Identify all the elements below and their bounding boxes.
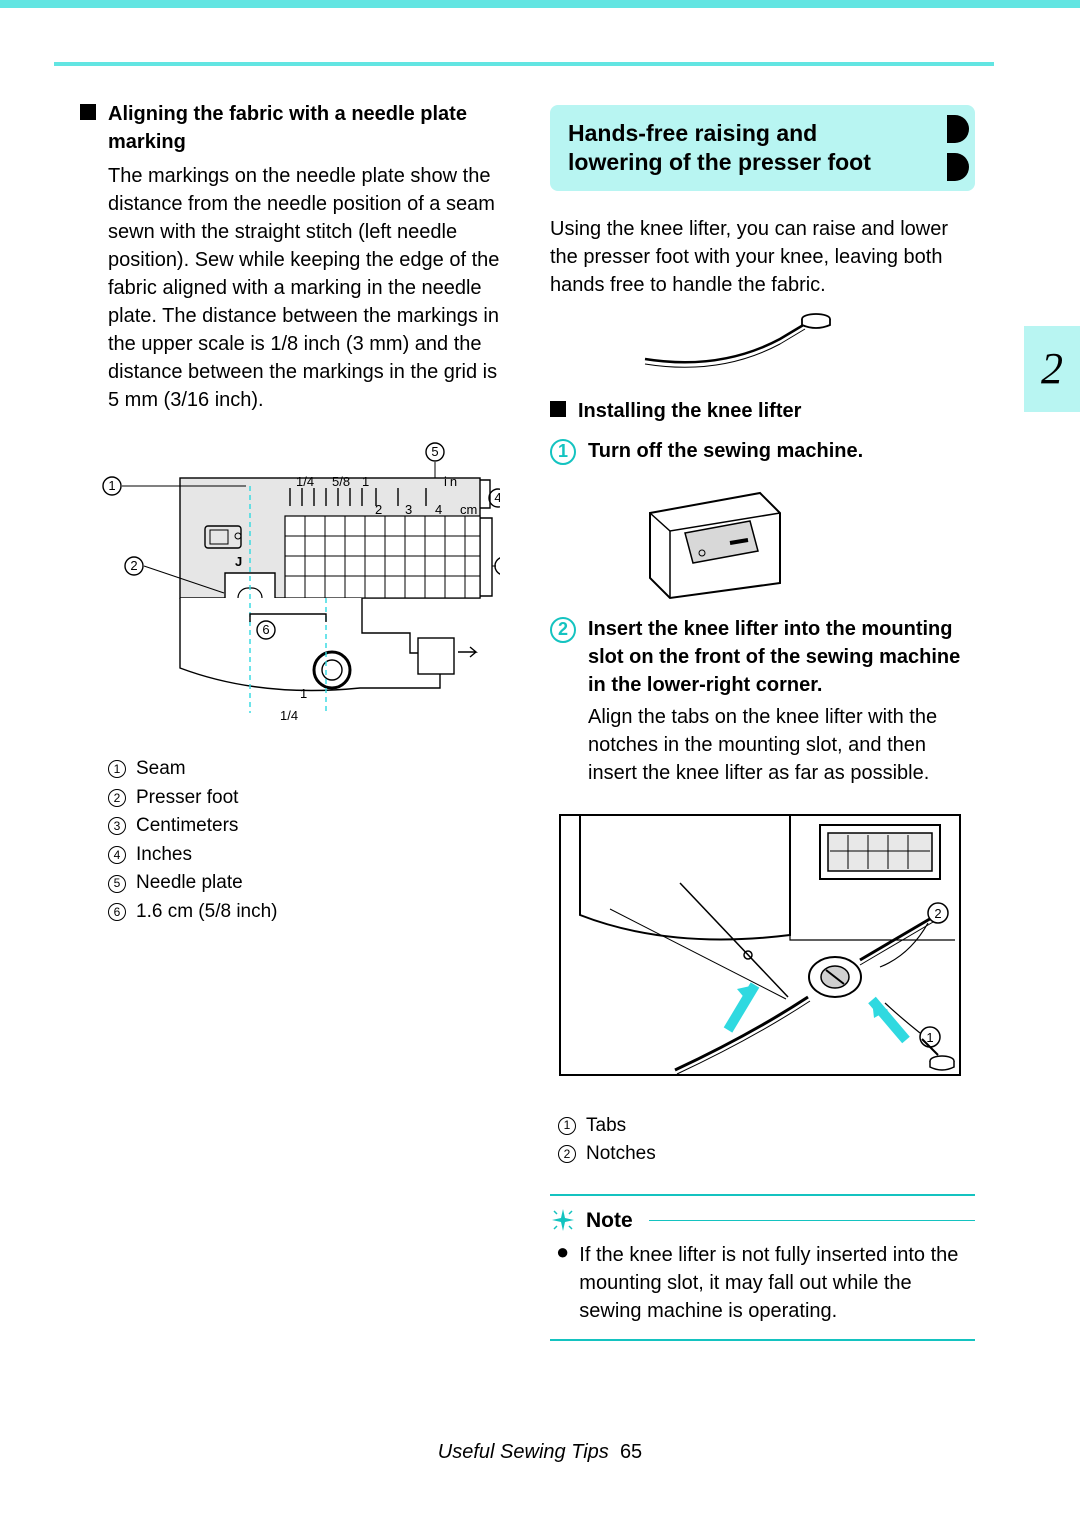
- step1-text: Turn off the sewing machine.: [588, 440, 863, 462]
- svg-text:3: 3: [405, 502, 412, 517]
- circled-number-icon: 1: [108, 760, 126, 778]
- legend-text: 1.6 cm (5/8 inch): [136, 899, 278, 926]
- svg-text:1/4: 1/4: [280, 708, 298, 723]
- svg-text:2: 2: [375, 502, 382, 517]
- svg-text:1: 1: [300, 686, 307, 701]
- circled-number-icon: 2: [108, 789, 126, 807]
- legend-text: Inches: [136, 842, 192, 869]
- legend-row: 1 Seam: [108, 756, 505, 783]
- circled-number-icon: 2: [558, 1145, 576, 1163]
- legend-text: Tabs: [586, 1113, 626, 1140]
- svg-text:5: 5: [431, 444, 438, 459]
- step-number-icon: 1: [550, 439, 576, 465]
- left-heading: Aligning the fabric with a needle plate …: [108, 100, 505, 156]
- footer-page: 65: [620, 1441, 642, 1463]
- note-title-row: Note: [550, 1206, 975, 1235]
- svg-text:1/4: 1/4: [296, 474, 314, 489]
- note-title-line: [649, 1220, 975, 1222]
- knee-lifter-icon: [630, 309, 840, 379]
- svg-text:5/8: 5/8: [332, 474, 350, 489]
- chapter-tab: 2: [1024, 326, 1080, 412]
- bullet-icon: ●: [556, 1241, 569, 1325]
- svg-text:4: 4: [494, 490, 500, 505]
- section-title-line2: lowering of the presser foot: [568, 148, 957, 177]
- svg-text:4: 4: [435, 502, 442, 517]
- circled-number-icon: 3: [108, 817, 126, 835]
- circled-number-icon: 6: [108, 903, 126, 921]
- section-title-line1: Hands-free raising and: [568, 119, 957, 148]
- legend-row: 3 Centimeters: [108, 813, 505, 840]
- step-number-icon: 2: [550, 617, 576, 643]
- svg-text:in: in: [444, 474, 460, 489]
- install-heading-row: Installing the knee lifter: [550, 397, 975, 425]
- install-heading: Installing the knee lifter: [578, 397, 801, 425]
- note-title: Note: [586, 1206, 633, 1235]
- section-intro: Using the knee lifter, you can raise and…: [550, 215, 975, 299]
- legend-row: 1 Tabs: [558, 1113, 975, 1140]
- left-heading-row: Aligning the fabric with a needle plate …: [80, 100, 505, 156]
- step-2: 2 Insert the knee lifter into the mounti…: [550, 615, 975, 787]
- step2-bold: Insert the knee lifter into the mounting…: [588, 618, 960, 696]
- page-footer: Useful Sewing Tips 65: [0, 1438, 1080, 1466]
- left-column: Aligning the fabric with a needle plate …: [80, 100, 505, 928]
- section-corner-icon: [909, 111, 969, 185]
- svg-text:2: 2: [934, 906, 941, 921]
- top-accent-bar: [0, 0, 1080, 8]
- top-underline: [54, 62, 994, 66]
- circled-number-icon: 5: [108, 875, 126, 893]
- legend-row: 2 Presser foot: [108, 785, 505, 812]
- note-item: ● If the knee lifter is not fully insert…: [550, 1241, 975, 1325]
- circled-number-icon: 4: [108, 846, 126, 864]
- note-box: Note ● If the knee lifter is not fully i…: [550, 1194, 975, 1341]
- right-column: Hands-free raising and lowering of the p…: [550, 105, 975, 1341]
- mounting-slot-diagram: [630, 483, 800, 603]
- svg-text:6: 6: [262, 622, 269, 637]
- install-diagram: 2 1: [550, 805, 975, 1095]
- legend-text: Seam: [136, 756, 186, 783]
- svg-text:1: 1: [362, 474, 369, 489]
- legend-text: Needle plate: [136, 870, 243, 897]
- needle-plate-diagram: 5 1/4 5/8 1 in 2: [80, 438, 500, 738]
- svg-text:cm: cm: [460, 502, 477, 517]
- svg-text:1: 1: [108, 478, 115, 493]
- right-legend: 1 Tabs 2 Notches: [558, 1113, 975, 1168]
- legend-row: 2 Notches: [558, 1141, 975, 1168]
- square-bullet-icon: [80, 104, 96, 120]
- sparkle-icon: [550, 1207, 576, 1233]
- step-1: 1 Turn off the sewing machine.: [550, 437, 975, 465]
- note-text: If the knee lifter is not fully inserted…: [579, 1241, 975, 1325]
- legend-text: Notches: [586, 1141, 656, 1168]
- svg-text:1: 1: [926, 1030, 933, 1045]
- square-bullet-icon: [550, 401, 566, 417]
- legend-row: 6 1.6 cm (5/8 inch): [108, 899, 505, 926]
- legend-row: 4 Inches: [108, 842, 505, 869]
- section-heading-box: Hands-free raising and lowering of the p…: [550, 105, 975, 191]
- legend-text: Presser foot: [136, 785, 238, 812]
- svg-text:J: J: [235, 554, 242, 569]
- left-body-text: The markings on the needle plate show th…: [108, 162, 505, 414]
- circled-number-icon: 1: [558, 1117, 576, 1135]
- footer-section: Useful Sewing Tips: [438, 1441, 609, 1463]
- left-legend: 1 Seam 2 Presser foot 3 Centimeters 4 Inches…: [108, 756, 505, 926]
- chapter-number: 2: [1041, 338, 1063, 400]
- svg-text:2: 2: [130, 558, 137, 573]
- legend-row: 5 Needle plate: [108, 870, 505, 897]
- step2-body: Align the tabs on the knee lifter with t…: [588, 703, 975, 787]
- legend-text: Centimeters: [136, 813, 238, 840]
